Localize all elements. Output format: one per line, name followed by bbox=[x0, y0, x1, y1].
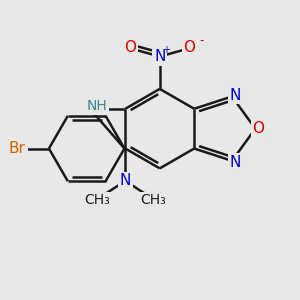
Text: -: - bbox=[199, 34, 204, 47]
Text: O: O bbox=[124, 40, 136, 55]
Text: CH₃: CH₃ bbox=[85, 193, 110, 207]
Text: O: O bbox=[183, 40, 195, 55]
Text: O: O bbox=[252, 121, 264, 136]
Text: N: N bbox=[229, 88, 241, 103]
Text: +: + bbox=[162, 45, 170, 55]
Text: Br: Br bbox=[9, 141, 26, 156]
Text: NH: NH bbox=[87, 99, 108, 113]
Text: CH₃: CH₃ bbox=[140, 193, 166, 207]
Text: N: N bbox=[154, 49, 165, 64]
Text: N: N bbox=[229, 155, 241, 170]
Text: N: N bbox=[120, 173, 131, 188]
